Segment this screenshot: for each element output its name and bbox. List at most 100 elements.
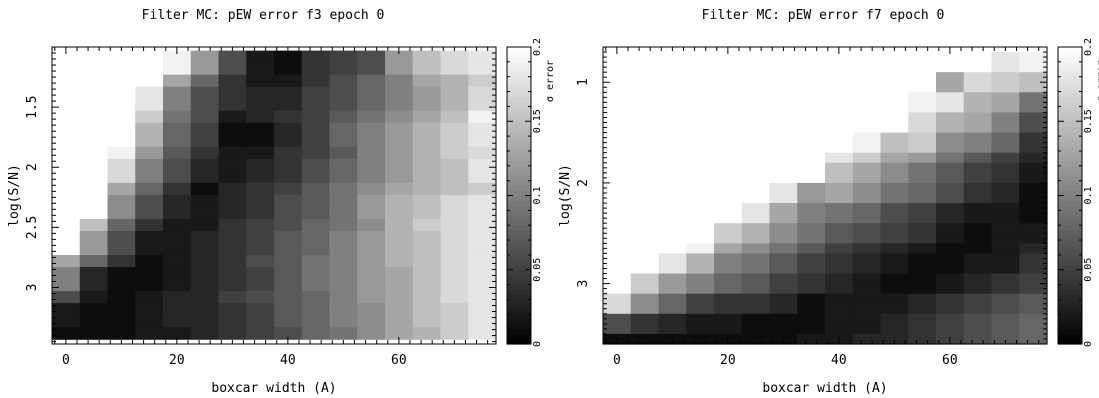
- heatmap-cell: [301, 230, 331, 244]
- heatmap-cell: [908, 102, 937, 114]
- heatmap-cell: [329, 86, 358, 100]
- colorbar-step: [1058, 240, 1082, 246]
- heatmap-cell: [1019, 122, 1048, 134]
- heatmap-cell: [412, 146, 442, 160]
- heatmap-cell: [936, 112, 965, 124]
- heatmap-cell: [797, 233, 826, 244]
- heatmap-cell: [246, 230, 275, 244]
- heatmap-cell: [468, 62, 497, 76]
- heatmap-cell: [190, 50, 220, 64]
- heatmap-cell: [329, 134, 358, 148]
- heatmap-cell: [440, 98, 469, 112]
- heatmap-cell: [936, 243, 965, 254]
- heatmap-cell: [468, 291, 497, 304]
- heatmap-cell: [190, 158, 220, 172]
- heatmap-cell: [741, 323, 771, 335]
- heatmap-cell: [825, 273, 854, 285]
- x-tick-label: 60: [942, 353, 958, 368]
- heatmap-cell: [630, 132, 660, 144]
- heatmap-cell: [107, 134, 136, 148]
- heatmap-cell: [274, 110, 303, 124]
- heatmap-cell: [686, 122, 715, 134]
- heatmap-cell: [769, 82, 798, 93]
- heatmap-cell: [991, 162, 1020, 174]
- heatmap-cell: [1019, 152, 1048, 164]
- heatmap-cell: [769, 62, 798, 73]
- colorbar-step: [1058, 180, 1082, 187]
- heatmap-cell: [908, 253, 937, 265]
- heatmap-cell: [440, 170, 469, 184]
- heatmap-cell: [630, 243, 660, 254]
- heatmap-cell: [852, 172, 882, 184]
- colorbar-step: [1058, 294, 1082, 301]
- heatmap-cell: [852, 323, 882, 335]
- heatmap-cell: [329, 315, 358, 328]
- heatmap-cell: [936, 102, 965, 114]
- heatmap-cell: [301, 74, 331, 88]
- heatmap-cell: [218, 327, 247, 340]
- heatmap-cell: [852, 263, 882, 275]
- heatmap-cell: [880, 253, 909, 265]
- heatmap-cell: [714, 313, 743, 325]
- colorbar-step: [1058, 249, 1082, 256]
- heatmap-cell: [991, 122, 1020, 134]
- heatmap-cell: [218, 315, 247, 328]
- heatmap-cell: [741, 62, 771, 73]
- colorbar-step: [1058, 314, 1082, 320]
- heatmap-cell: [686, 243, 715, 254]
- heatmap-cell: [908, 72, 937, 83]
- heatmap-cell: [329, 194, 358, 208]
- heatmap-cell: [412, 194, 442, 208]
- heatmap-cell: [908, 92, 937, 103]
- heatmap-cell: [880, 243, 909, 254]
- heatmap-cell: [658, 62, 687, 73]
- heatmap-cell: [741, 213, 771, 224]
- heatmap-cell: [190, 279, 220, 292]
- y-tick-label: 1: [576, 78, 591, 86]
- heatmap-cell: [603, 102, 632, 114]
- heatmap-cell: [440, 158, 469, 172]
- heatmap-cell: [852, 223, 882, 234]
- heatmap-cell: [686, 72, 715, 83]
- heatmap-cell: [246, 62, 275, 76]
- heatmap-cell: [741, 303, 771, 315]
- heatmap-cell: [274, 291, 303, 304]
- heatmap-cell: [714, 213, 743, 224]
- heatmap-cell: [769, 122, 798, 134]
- heatmap-cell: [107, 170, 136, 184]
- heatmap-cell: [79, 255, 109, 268]
- heatmap-cell: [52, 122, 81, 136]
- heatmap-cell: [630, 112, 660, 124]
- heatmap-cell: [190, 255, 220, 268]
- heatmap-cell: [908, 203, 937, 214]
- heatmap-cell: [963, 192, 993, 204]
- heatmap-cell: [630, 203, 660, 214]
- heatmap-cell: [908, 293, 937, 305]
- heatmap-cell: [1019, 323, 1048, 335]
- heatmap-cell: [385, 291, 414, 304]
- heatmap-cell: [190, 327, 220, 340]
- heatmap-cell: [741, 92, 771, 103]
- heatmap-cell: [686, 62, 715, 73]
- heatmap-cell: [468, 146, 497, 160]
- heatmap-cell: [79, 315, 109, 328]
- heatmap-cell: [468, 206, 497, 220]
- heatmap-cell: [714, 72, 743, 83]
- heatmap-cell: [686, 192, 715, 204]
- heatmap-cell: [797, 82, 826, 93]
- heatmap-cell: [797, 142, 826, 154]
- heatmap-cell: [630, 313, 660, 325]
- heatmap-cell: [630, 283, 660, 295]
- heatmap-cell: [163, 279, 192, 292]
- heatmap-cell: [797, 303, 826, 315]
- heatmap-cell: [769, 253, 798, 265]
- colorbar-step: [507, 61, 531, 68]
- heatmap-cell: [163, 218, 192, 232]
- colorbar-step: [507, 150, 531, 157]
- colorbar-step: [1058, 289, 1082, 296]
- axis-ticks: [603, 46, 1047, 345]
- heatmap-cell: [135, 206, 164, 220]
- heatmap-cell: [908, 182, 937, 194]
- heatmap-cell: [658, 72, 687, 83]
- heatmap-cell: [714, 283, 743, 295]
